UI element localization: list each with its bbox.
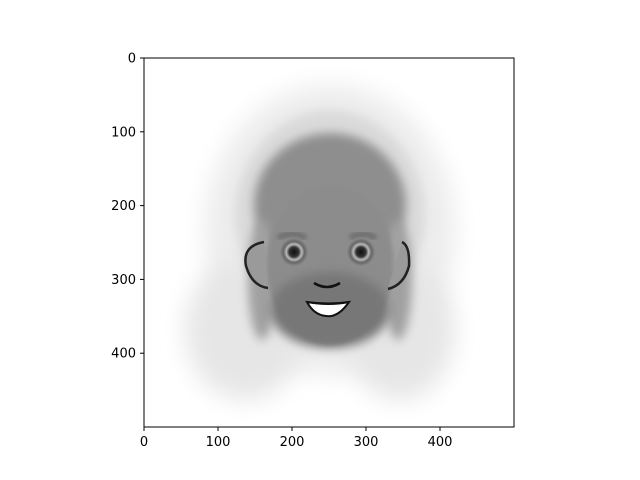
y-tick-label: 100: [111, 125, 136, 140]
x-axis: 0 100 200 300 400: [140, 427, 453, 450]
y-tick-label: 400: [111, 347, 136, 362]
y-axis: 0 100 200 300 400: [111, 52, 144, 362]
x-tick-label: 400: [428, 435, 453, 450]
y-tick-label: 200: [111, 199, 136, 214]
x-tick-label: 100: [206, 435, 231, 450]
y-tick-label: 300: [111, 273, 136, 288]
axes-frame: [143, 57, 515, 428]
x-tick-label: 200: [280, 435, 305, 450]
x-tick-label: 0: [140, 435, 148, 450]
x-tick-label: 300: [354, 435, 379, 450]
face-image: [185, 85, 455, 400]
y-tick-label: 0: [128, 52, 136, 67]
